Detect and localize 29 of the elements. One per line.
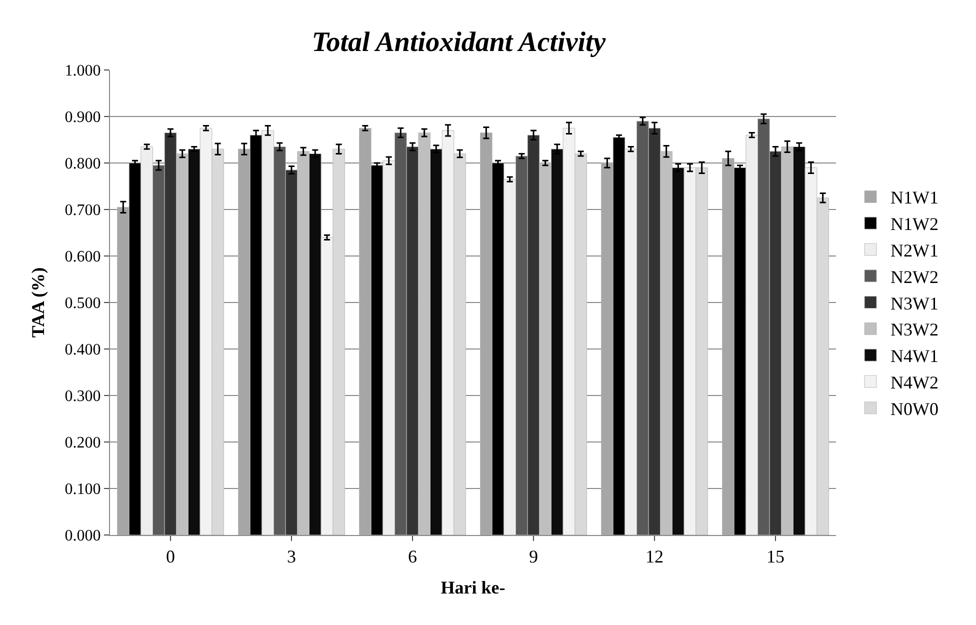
x-tick-label: 15 [766, 546, 784, 567]
x-tick-label: 3 [287, 546, 296, 567]
y-tick-label: 0.600 [64, 248, 101, 266]
y-tick-label: 0.700 [64, 202, 101, 220]
legend-label: N0W0 [890, 398, 939, 419]
legend-label: N4W2 [890, 372, 939, 393]
x-axis-title: Hari ke- [440, 578, 506, 598]
y-tick-label: 0.200 [64, 434, 101, 452]
y-tick-label: 0.400 [64, 342, 101, 359]
y-tick-label: 0.100 [64, 481, 101, 498]
legend-label: N4W1 [890, 346, 939, 366]
y-tick-label: 0.000 [64, 528, 101, 545]
legend-label: N2W1 [890, 240, 939, 261]
legend-label: N1W2 [890, 214, 939, 234]
chart-title: Total Antioxidant Activity [312, 26, 606, 58]
y-axis-title: TAA (%) [28, 267, 48, 338]
y-tick-label: 1.000 [64, 62, 101, 80]
legend-label: N2W2 [890, 266, 939, 287]
y-tick-label: 0.800 [64, 156, 101, 173]
y-tick-label: 0.900 [64, 109, 101, 126]
legend-label: N3W1 [890, 293, 939, 314]
y-tick-label: 0.300 [64, 388, 101, 406]
x-tick-label: 12 [646, 546, 664, 567]
y-tick-label: 0.500 [64, 295, 101, 312]
legend-label: N1W1 [890, 188, 939, 208]
x-tick-label: 9 [529, 546, 538, 567]
x-tick-label: 6 [408, 546, 417, 567]
legend-label: N3W2 [890, 320, 939, 340]
x-tick-label: 0 [166, 546, 175, 567]
